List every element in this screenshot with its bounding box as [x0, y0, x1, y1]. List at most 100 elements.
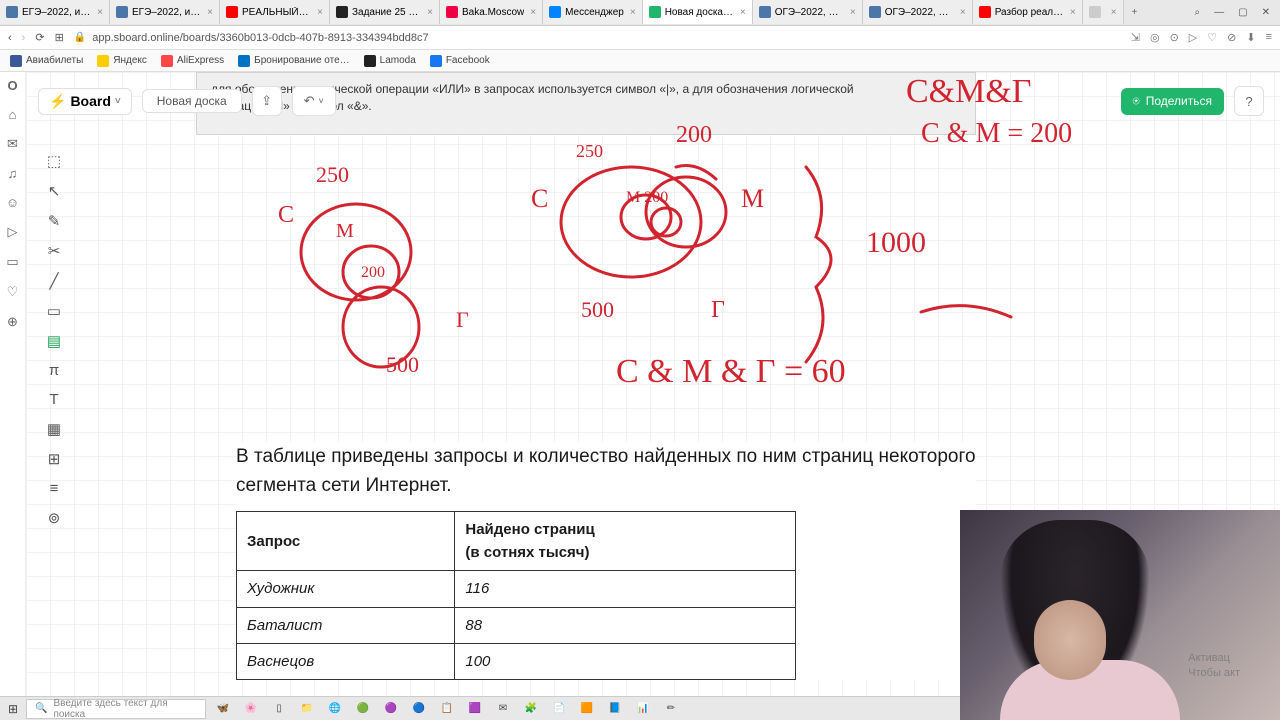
- board-name-field[interactable]: Новая доска: [142, 89, 242, 113]
- tool-button[interactable]: ╱: [40, 272, 68, 290]
- taskbar-search[interactable]: 🔍 Введите здесь текст для поиска: [26, 699, 206, 719]
- browser-tab[interactable]: ×: [1083, 0, 1124, 24]
- tool-button[interactable]: ≡: [40, 480, 68, 497]
- taskbar-app-icon[interactable]: 📘: [604, 699, 626, 719]
- opera-dock-icon[interactable]: ⌂: [9, 107, 17, 122]
- browser-tab[interactable]: ЕГЭ–2022, информа ×: [110, 0, 220, 24]
- bookmark-item[interactable]: AliExpress: [161, 55, 224, 67]
- nav-forward-button[interactable]: ›: [22, 32, 26, 44]
- taskbar-app-icon[interactable]: 🟢: [352, 699, 374, 719]
- addr-action-icon[interactable]: ⬇: [1246, 31, 1255, 44]
- bookmark-item[interactable]: Бронирование оте…: [238, 55, 350, 67]
- tab-close-icon[interactable]: ×: [317, 7, 323, 18]
- tab-close-icon[interactable]: ×: [1111, 7, 1117, 18]
- minimize-button[interactable]: —: [1214, 7, 1224, 18]
- taskbar-app-icon[interactable]: 📁: [296, 699, 318, 719]
- taskbar-app-icon[interactable]: 📊: [632, 699, 654, 719]
- tool-button[interactable]: ▦: [40, 420, 68, 438]
- tab-label: Мессенджер: [565, 7, 624, 18]
- tool-button[interactable]: T: [40, 391, 68, 408]
- opera-dock-icon[interactable]: ⊕: [7, 314, 18, 330]
- opera-dock-icon[interactable]: ☺: [6, 195, 19, 210]
- taskbar-app-icon[interactable]: 🦋: [212, 699, 234, 719]
- bookmark-item[interactable]: Яндекс: [97, 55, 147, 67]
- new-tab-button[interactable]: +: [1124, 7, 1146, 18]
- browser-tab[interactable]: ОГЭ–2022, информа ×: [863, 0, 973, 24]
- close-window-button[interactable]: ✕: [1262, 7, 1270, 18]
- taskbar-app-icon[interactable]: ✉: [492, 699, 514, 719]
- tool-button[interactable]: ▭: [40, 302, 68, 320]
- tab-label: ОГЭ–2022, информа: [885, 7, 954, 18]
- browser-tab[interactable]: Разбор реального с ×: [973, 0, 1083, 24]
- tool-button[interactable]: ↖: [40, 182, 68, 200]
- search-tabs-icon[interactable]: ⌕: [1195, 7, 1201, 18]
- reload-button[interactable]: ⟳: [35, 31, 44, 44]
- taskbar-app-icon[interactable]: 🌐: [324, 699, 346, 719]
- taskbar-app-icon[interactable]: 🟪: [464, 699, 486, 719]
- addr-action-icon[interactable]: ◎: [1150, 31, 1160, 44]
- tool-button[interactable]: ✎: [40, 212, 68, 230]
- browser-tab[interactable]: Мессенджер ×: [543, 0, 643, 24]
- browser-tab[interactable]: ОГЭ–2022, информа ×: [753, 0, 863, 24]
- tool-button[interactable]: π: [40, 362, 68, 379]
- tab-favicon: [649, 6, 661, 18]
- url-field[interactable]: 🔒 app.sboard.online/boards/3360b013-0dcb…: [74, 32, 429, 44]
- opera-dock-icon[interactable]: ♡: [7, 284, 19, 300]
- tool-button[interactable]: ✂: [40, 242, 68, 260]
- taskbar-app-icon[interactable]: ✏: [660, 699, 682, 719]
- maximize-button[interactable]: ▢: [1238, 7, 1247, 18]
- opera-dock-icon[interactable]: ▭: [6, 254, 18, 270]
- addr-action-icon[interactable]: ▷: [1189, 31, 1197, 44]
- taskbar-app-icon[interactable]: 📄: [548, 699, 570, 719]
- taskbar-app-icon[interactable]: 🌸: [240, 699, 262, 719]
- browser-tab[interactable]: ЕГЭ–2022, информа ×: [0, 0, 110, 24]
- tool-button[interactable]: ⬚: [40, 152, 68, 170]
- browser-tab[interactable]: Задание 25 ЕГЭ по ×: [330, 0, 440, 24]
- tab-close-icon[interactable]: ×: [630, 7, 636, 18]
- taskbar-app-icon[interactable]: 🟧: [576, 699, 598, 719]
- brand-menu[interactable]: ⚡ Board ˅: [38, 88, 132, 115]
- start-button[interactable]: ⊞: [0, 702, 26, 716]
- upload-button[interactable]: ⇪: [252, 86, 282, 116]
- opera-dock-icon[interactable]: ✉: [7, 136, 18, 152]
- browser-tab[interactable]: Baka.Moscow ×: [440, 0, 543, 24]
- tab-close-icon[interactable]: ×: [530, 7, 536, 18]
- bookmark-item[interactable]: Facebook: [430, 55, 490, 67]
- taskbar-app-icon[interactable]: 📋: [436, 699, 458, 719]
- tab-close-icon[interactable]: ×: [740, 7, 746, 18]
- taskbar-app-icon[interactable]: 🔵: [408, 699, 430, 719]
- nav-back-button[interactable]: ‹: [8, 32, 12, 44]
- taskbar-app-icon[interactable]: 🧩: [520, 699, 542, 719]
- help-button[interactable]: ?: [1234, 86, 1264, 116]
- opera-dock-icon[interactable]: ▷: [8, 224, 18, 240]
- tab-close-icon[interactable]: ×: [850, 7, 856, 18]
- tab-close-icon[interactable]: ×: [207, 7, 213, 18]
- opera-dock-icon[interactable]: O: [7, 78, 17, 93]
- addr-action-icon[interactable]: ⊘: [1227, 31, 1236, 44]
- apps-grid-icon[interactable]: ⊞: [55, 31, 64, 44]
- tab-favicon: [446, 6, 458, 18]
- ink-text: М 200: [626, 189, 668, 206]
- bookmark-item[interactable]: Lamoda: [364, 55, 416, 67]
- addr-action-icon[interactable]: ⇲: [1131, 31, 1140, 44]
- tool-button[interactable]: ⊞: [40, 450, 68, 468]
- tab-favicon: [759, 6, 771, 18]
- tool-button[interactable]: ▤: [40, 332, 68, 350]
- ink-text: 250: [316, 162, 349, 187]
- bookmark-item[interactable]: Авиабилеты: [10, 55, 83, 67]
- browser-tab[interactable]: РЕАЛЬНЫЙ ЕГЭ 24 ×: [220, 0, 330, 24]
- addr-action-icon[interactable]: ≡: [1266, 31, 1272, 44]
- tab-close-icon[interactable]: ×: [960, 7, 966, 18]
- opera-dock-icon[interactable]: ♫: [8, 166, 18, 181]
- taskbar-app-icon[interactable]: 🟣: [380, 699, 402, 719]
- share-button[interactable]: ⍟ Поделиться: [1121, 88, 1224, 115]
- addr-action-icon[interactable]: ♡: [1207, 31, 1217, 44]
- tool-button[interactable]: ⊚: [40, 509, 68, 527]
- taskbar-app-icon[interactable]: ▯: [268, 699, 290, 719]
- tab-close-icon[interactable]: ×: [97, 7, 103, 18]
- browser-tab[interactable]: Новая доска | sBoar ×: [643, 0, 753, 24]
- addr-action-icon[interactable]: ⊙: [1170, 31, 1179, 44]
- undo-button[interactable]: ↶ ˅: [292, 86, 336, 116]
- tab-close-icon[interactable]: ×: [427, 7, 433, 18]
- tab-close-icon[interactable]: ×: [1070, 7, 1076, 18]
